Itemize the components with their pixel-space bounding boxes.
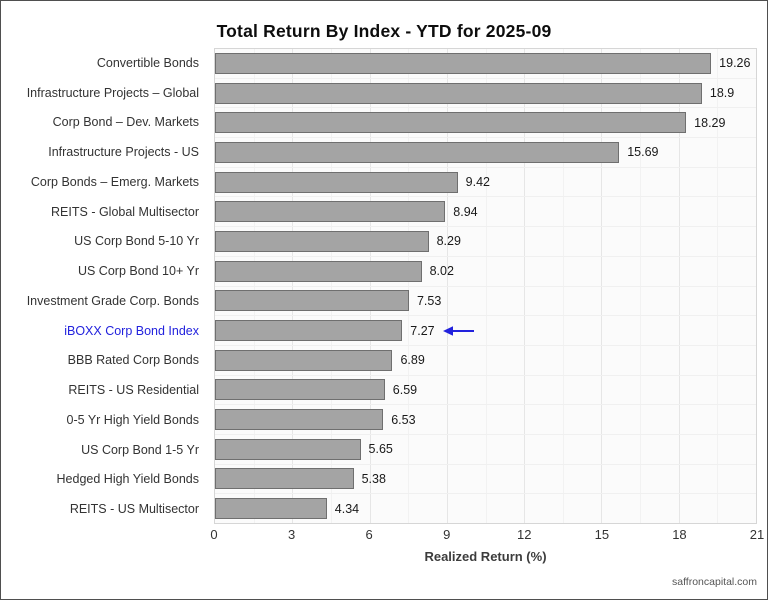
bar-row: 7.53	[215, 287, 756, 317]
category-label: REITS - Global Multisector	[51, 204, 199, 219]
bar	[215, 320, 403, 342]
category-label: US Corp Bond 10+ Yr	[77, 264, 199, 279]
category-label: US Corp Bond 1-5 Yr	[81, 442, 199, 457]
bar	[215, 52, 712, 74]
value-label: 7.53	[416, 293, 442, 308]
value-label: 6.59	[392, 382, 418, 397]
value-label: 19.26	[719, 56, 751, 71]
bar	[215, 379, 385, 401]
bar-row: 8.94	[215, 197, 756, 228]
category-label: Investment Grade Corp. Bonds	[26, 293, 199, 308]
x-tick-label: 18	[672, 527, 687, 542]
bar	[215, 409, 384, 431]
x-tick-label: 21	[749, 527, 765, 542]
category-label: Corp Bonds – Emerg. Markets	[30, 174, 199, 189]
bar-row: 6.53	[215, 405, 756, 435]
value-label: 4.34	[334, 501, 360, 516]
category-label: Infrastructure Projects - US	[48, 145, 199, 160]
bar-row: 18.29	[215, 108, 756, 139]
bar-row: 19.26	[215, 49, 756, 79]
chart-title: Total Return By Index - YTD for 2025-09	[216, 21, 552, 41]
category-label-highlighted: iBOXX Corp Bond Index	[64, 323, 199, 338]
value-label: 7.27	[410, 323, 435, 338]
bar	[215, 201, 446, 223]
category-label: Corp Bond – Dev. Markets	[52, 115, 199, 130]
category-label: Infrastructure Projects – Global	[26, 85, 199, 100]
bar-row: 5.38	[215, 465, 756, 495]
category-label: Convertible Bonds	[96, 55, 199, 70]
bar	[215, 112, 687, 134]
bar	[215, 290, 409, 312]
bar-row: 6.89	[215, 346, 756, 376]
category-label: 0-5 Yr High Yield Bonds	[66, 412, 200, 427]
bar	[215, 141, 620, 163]
value-label: 6.89	[400, 353, 425, 368]
bar-row: 18.9	[215, 79, 756, 109]
bar-row: 9.42	[215, 168, 756, 198]
category-label: REITS - US Residential	[68, 383, 199, 398]
category-labels: Convertible Bonds Infrastructure Projects…	[1, 48, 207, 524]
x-tick-label: 15	[594, 527, 610, 542]
footer-watermark: saffroncapital.com	[671, 576, 757, 588]
plot-rows: 19.26 18.9 18.29 15.69 9.42 8.94 8.29 8.02 7.53 7…	[215, 49, 756, 523]
bar	[215, 230, 429, 252]
bar	[215, 171, 458, 193]
bar-row: 5.65	[215, 435, 756, 465]
bar	[215, 260, 422, 282]
x-axis-ticks: 0 3 6 9 12 15 18 21	[210, 527, 764, 543]
bar-row: 6.59	[215, 376, 756, 406]
bar	[215, 82, 702, 104]
left-arrow-icon	[442, 325, 474, 336]
category-label: Hedged High Yield Bonds	[56, 472, 199, 487]
bar-row: 8.02	[215, 257, 756, 287]
x-tick-label: 12	[517, 527, 532, 542]
bar-row: 7.27	[215, 316, 756, 346]
value-label: 8.29	[436, 234, 461, 249]
value-label: 8.94	[453, 204, 478, 219]
x-tick-label: 9	[443, 527, 451, 542]
value-label: 18.29	[694, 115, 726, 130]
plot-area: 19.26 18.9 18.29 15.69 9.42 8.94 8.29 8.02 7.53 7…	[214, 48, 757, 524]
bar	[215, 349, 393, 371]
bar	[215, 438, 361, 460]
bar-row: 8.29	[215, 227, 756, 257]
value-label: 18.9	[709, 86, 735, 101]
x-tick-label: 6	[365, 527, 373, 542]
category-label: REITS - US Multisector	[69, 502, 199, 517]
value-label: 5.65	[368, 442, 393, 457]
category-label: BBB Rated Corp Bonds	[67, 353, 199, 368]
value-label: 6.53	[391, 412, 416, 427]
value-label: 8.02	[429, 264, 454, 279]
x-tick-label: 3	[287, 527, 296, 542]
value-label: 5.38	[361, 471, 386, 486]
value-label: 9.42	[465, 175, 491, 190]
bar	[215, 468, 354, 490]
bar-row: 4.34	[215, 494, 756, 523]
category-label: US Corp Bond 5-10 Yr	[74, 234, 199, 249]
x-tick-label: 0	[210, 527, 218, 542]
value-label: 15.69	[627, 145, 659, 160]
bar	[215, 498, 327, 520]
x-axis-label: Realized Return (%)	[424, 549, 547, 564]
bar-row: 15.69	[215, 138, 756, 168]
